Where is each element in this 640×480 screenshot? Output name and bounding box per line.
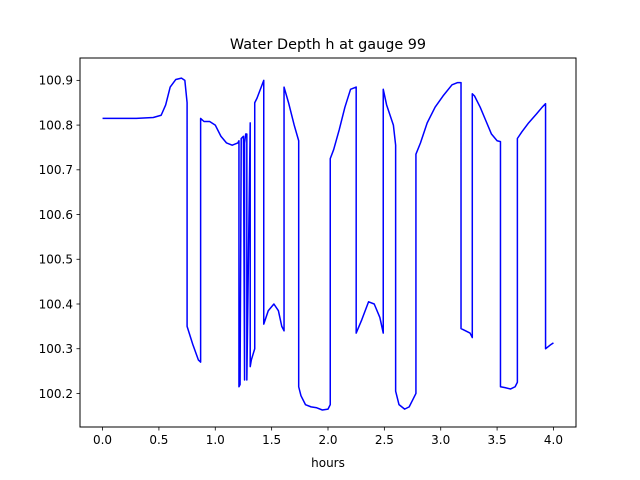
- axis-ticks: 0.0 0.5 1.0 1.5 2.0 2.5 3.0 3.5 4.0 100.2 100.3 100…: [39, 74, 563, 447]
- y-tick-label: 100.5: [39, 253, 73, 267]
- y-tick-label: 100.3: [39, 342, 73, 356]
- y-tick-label: 100.8: [39, 118, 73, 132]
- x-tick-label: 3.5: [488, 433, 507, 447]
- chart-title: Water Depth h at gauge 99: [230, 37, 426, 53]
- y-tick-label: 100.7: [39, 163, 73, 177]
- x-tick-label: 1.0: [206, 433, 225, 447]
- y-tick-label: 100.6: [39, 208, 73, 222]
- y-tick-label: 100.4: [39, 297, 73, 311]
- x-tick-label: 0.0: [93, 433, 112, 447]
- series-line-0: [102, 77, 554, 411]
- series-layer: [102, 77, 554, 411]
- x-tick-label: 2.5: [375, 433, 394, 447]
- y-tick-label: 100.2: [39, 387, 73, 401]
- x-axis-label: hours: [311, 456, 345, 470]
- x-tick-label: 1.5: [262, 433, 281, 447]
- x-tick-label: 4.0: [544, 433, 563, 447]
- x-tick-label: 0.5: [149, 433, 168, 447]
- x-tick-label: 2.0: [318, 433, 337, 447]
- y-tick-label: 100.9: [39, 74, 73, 88]
- x-tick-label: 3.0: [431, 433, 450, 447]
- plot-frame: [79, 57, 577, 428]
